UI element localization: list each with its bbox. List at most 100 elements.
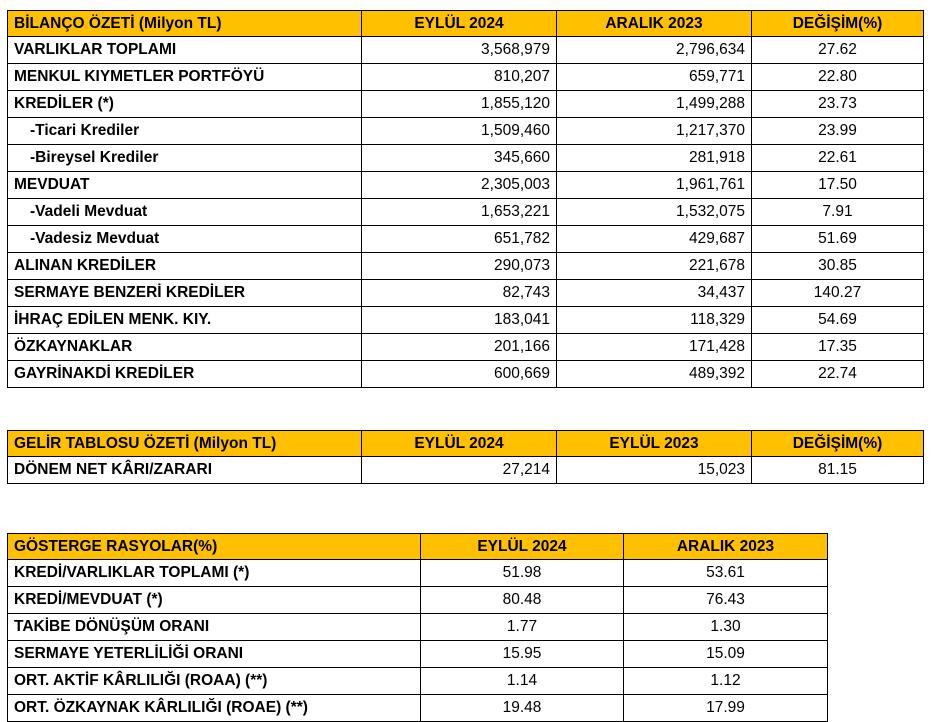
ratios-table: GÖSTERGE RASYOLAR(%) EYLÜL 2024 ARALIK 2…: [7, 533, 828, 722]
col-header-aralik-2023: ARALIK 2023: [623, 533, 828, 560]
value-change: 54.69: [751, 306, 924, 334]
value-change: 7.91: [751, 198, 924, 226]
value-change: 51.69: [751, 225, 924, 253]
value-eylul-2024: 1.77: [420, 613, 624, 641]
row-label: MENKUL KIYMETLER PORTFÖYÜ: [7, 63, 362, 91]
row-label: -Vadesiz Mevduat: [7, 225, 362, 253]
col-header-aralik-2023: ARALIK 2023: [556, 10, 752, 37]
value-aralik-2023: 1,961,761: [556, 171, 752, 199]
value-aralik-2023: 221,678: [556, 252, 752, 280]
value-eylul-2024: 27,214: [361, 456, 557, 484]
table-row: SERMAYE YETERLİLİĞİ ORANI 15.95 15.09: [7, 640, 828, 668]
table-row: TAKİBE DÖNÜŞÜM ORANI 1.77 1.30: [7, 613, 828, 641]
row-label: KREDİ/VARLIKLAR TOPLAMI (*): [7, 559, 421, 587]
value-aralik-2023: 1,532,075: [556, 198, 752, 226]
value-aralik-2023: 1,499,288: [556, 90, 752, 118]
value-aralik-2023: 53.61: [623, 559, 828, 587]
income-statement-table: GELİR TABLOSU ÖZETİ (Milyon TL) EYLÜL 20…: [7, 430, 924, 484]
income-header-row: GELİR TABLOSU ÖZETİ (Milyon TL) EYLÜL 20…: [7, 430, 924, 457]
row-label: ÖZKAYNAKLAR: [7, 333, 362, 361]
value-aralik-2023: 429,687: [556, 225, 752, 253]
value-aralik-2023: 76.43: [623, 586, 828, 614]
table-row: KREDİLER (*) 1,855,120 1,499,288 23.73: [7, 90, 924, 118]
value-change: 17.35: [751, 333, 924, 361]
value-change: 17.50: [751, 171, 924, 199]
value-change: 81.15: [751, 456, 924, 484]
value-eylul-2024: 651,782: [361, 225, 557, 253]
ratios-title: GÖSTERGE RASYOLAR(%): [7, 533, 421, 560]
table-row: -Ticari Krediler 1,509,460 1,217,370 23.…: [7, 117, 924, 145]
value-aralik-2023: 659,771: [556, 63, 752, 91]
value-eylul-2024: 19.48: [420, 694, 624, 722]
value-change: 140.27: [751, 279, 924, 307]
value-aralik-2023: 1.30: [623, 613, 828, 641]
value-eylul-2024: 201,166: [361, 333, 557, 361]
value-change: 22.61: [751, 144, 924, 172]
row-label: VARLIKLAR TOPLAMI: [7, 36, 362, 64]
col-header-change: DEĞİŞİM(%): [751, 10, 924, 37]
value-change: 22.80: [751, 63, 924, 91]
table-row: İHRAÇ EDİLEN MENK. KIY. 183,041 118,329 …: [7, 306, 924, 334]
balance-title: BİLANÇO ÖZETİ (Milyon TL): [7, 10, 362, 37]
ratios-header-row: GÖSTERGE RASYOLAR(%) EYLÜL 2024 ARALIK 2…: [7, 533, 828, 560]
value-eylul-2024: 600,669: [361, 360, 557, 388]
value-change: 23.99: [751, 117, 924, 145]
value-aralik-2023: 118,329: [556, 306, 752, 334]
table-row: MENKUL KIYMETLER PORTFÖYÜ 810,207 659,77…: [7, 63, 924, 91]
col-header-eylul-2024: EYLÜL 2024: [361, 430, 557, 457]
value-eylul-2024: 290,073: [361, 252, 557, 280]
value-change: 22.74: [751, 360, 924, 388]
income-title: GELİR TABLOSU ÖZETİ (Milyon TL): [7, 430, 362, 457]
row-label: TAKİBE DÖNÜŞÜM ORANI: [7, 613, 421, 641]
col-header-eylul-2023: EYLÜL 2023: [556, 430, 752, 457]
value-aralik-2023: 15.09: [623, 640, 828, 668]
row-label: -Vadeli Mevduat: [7, 198, 362, 226]
table-row: ÖZKAYNAKLAR 201,166 171,428 17.35: [7, 333, 924, 361]
table-row: KREDİ/MEVDUAT (*) 80.48 76.43: [7, 586, 828, 614]
row-label: ALINAN KREDİLER: [7, 252, 362, 280]
row-label: SERMAYE BENZERİ KREDİLER: [7, 279, 362, 307]
row-label: -Ticari Krediler: [7, 117, 362, 145]
col-header-eylul-2024: EYLÜL 2024: [361, 10, 557, 37]
value-eylul-2024: 80.48: [420, 586, 624, 614]
value-eylul-2024: 1,653,221: [361, 198, 557, 226]
value-eylul-2024: 345,660: [361, 144, 557, 172]
table-row: ORT. AKTİF KÂRLILIĞI (ROAA) (**) 1.14 1.…: [7, 667, 828, 695]
value-eylul-2024: 2,305,003: [361, 171, 557, 199]
value-eylul-2024: 3,568,979: [361, 36, 557, 64]
balance-sheet-table: BİLANÇO ÖZETİ (Milyon TL) EYLÜL 2024 ARA…: [7, 10, 924, 388]
row-label: İHRAÇ EDİLEN MENK. KIY.: [7, 306, 362, 334]
table-row: -Vadesiz Mevduat 651,782 429,687 51.69: [7, 225, 924, 253]
value-eylul-2023: 15,023: [556, 456, 752, 484]
table-row: VARLIKLAR TOPLAMI 3,568,979 2,796,634 27…: [7, 36, 924, 64]
row-label: ORT. AKTİF KÂRLILIĞI (ROAA) (**): [7, 667, 421, 695]
balance-header-row: BİLANÇO ÖZETİ (Milyon TL) EYLÜL 2024 ARA…: [7, 10, 924, 37]
value-eylul-2024: 1.14: [420, 667, 624, 695]
value-aralik-2023: 1,217,370: [556, 117, 752, 145]
value-change: 30.85: [751, 252, 924, 280]
value-eylul-2024: 183,041: [361, 306, 557, 334]
value-aralik-2023: 17.99: [623, 694, 828, 722]
row-label: GAYRİNAKDİ KREDİLER: [7, 360, 362, 388]
col-header-change: DEĞİŞİM(%): [751, 430, 924, 457]
value-eylul-2024: 1,855,120: [361, 90, 557, 118]
value-aralik-2023: 281,918: [556, 144, 752, 172]
row-label: DÖNEM NET KÂRI/ZARARI: [7, 456, 362, 484]
table-row: DÖNEM NET KÂRI/ZARARI 27,214 15,023 81.1…: [7, 456, 924, 484]
table-row: SERMAYE BENZERİ KREDİLER 82,743 34,437 1…: [7, 279, 924, 307]
value-eylul-2024: 82,743: [361, 279, 557, 307]
value-eylul-2024: 1,509,460: [361, 117, 557, 145]
value-eylul-2024: 51.98: [420, 559, 624, 587]
value-change: 23.73: [751, 90, 924, 118]
table-row: ALINAN KREDİLER 290,073 221,678 30.85: [7, 252, 924, 280]
row-label: MEVDUAT: [7, 171, 362, 199]
table-row: -Vadeli Mevduat 1,653,221 1,532,075 7.91: [7, 198, 924, 226]
table-row: KREDİ/VARLIKLAR TOPLAMI (*) 51.98 53.61: [7, 559, 828, 587]
table-row: -Bireysel Krediler 345,660 281,918 22.61: [7, 144, 924, 172]
row-label: -Bireysel Krediler: [7, 144, 362, 172]
table-row: MEVDUAT 2,305,003 1,961,761 17.50: [7, 171, 924, 199]
row-label: KREDİLER (*): [7, 90, 362, 118]
col-header-eylul-2024: EYLÜL 2024: [420, 533, 624, 560]
row-label: KREDİ/MEVDUAT (*): [7, 586, 421, 614]
value-aralik-2023: 2,796,634: [556, 36, 752, 64]
